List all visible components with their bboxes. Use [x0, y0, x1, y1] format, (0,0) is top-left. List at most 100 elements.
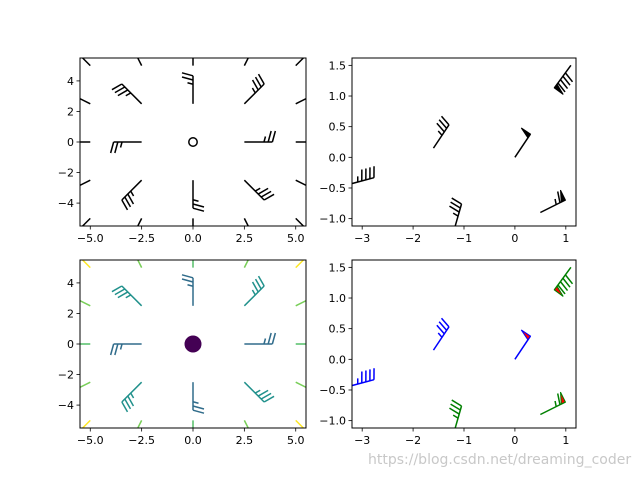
barb-18: [243, 73, 265, 105]
barb-2: [192, 218, 194, 226]
barb-24: [295, 58, 305, 67]
barb-9: [295, 179, 306, 187]
subplot-3: −5.0 −2.5 0.0 2.5 5.0 −4 −2 0 2 4: [58, 259, 307, 447]
x-tick-label: −1: [456, 232, 472, 245]
x-tick-label: −3: [354, 434, 370, 447]
barb-1: [136, 420, 143, 428]
barb-14: [295, 343, 306, 345]
barb-5: [553, 64, 574, 95]
x-tick-label: −5.0: [77, 434, 104, 447]
barb-17: [181, 274, 194, 306]
barb-20: [81, 260, 91, 269]
barb-10: [80, 343, 91, 345]
barb-23: [243, 260, 250, 268]
y-tick-label: 1.0: [329, 292, 347, 305]
barb-2: [449, 399, 463, 428]
y-tick-label: −1.0: [319, 213, 346, 226]
barb-24: [295, 260, 305, 269]
x-tick-label: 2.5: [236, 434, 254, 447]
barb-3: [514, 127, 532, 158]
barb-16: [111, 285, 143, 307]
subplot-1: −5.0 −2.5 0.0 2.5 5.0 −4 −2 0 2 4: [58, 57, 307, 245]
barb-4: [540, 391, 567, 416]
barb-22: [192, 58, 194, 66]
x-tick-label: −5.0: [77, 232, 104, 245]
barb-10: [80, 141, 91, 143]
x-tick-label: −2.5: [128, 434, 155, 447]
y-tick-label: 0: [67, 136, 74, 149]
barb-8: [243, 179, 275, 201]
barb-5: [80, 381, 91, 389]
y-tick-label: −4: [58, 197, 74, 210]
barb-0: [81, 217, 91, 226]
barb-22: [192, 260, 194, 268]
y-tick-label: 0.0: [329, 151, 347, 164]
y-tick-label: −0.5: [319, 384, 346, 397]
barb-0: [352, 368, 375, 387]
plot-area: [352, 64, 574, 226]
barb-12-calm: [188, 137, 198, 147]
barb-4: [295, 419, 305, 428]
y-tick-label: −2: [58, 369, 74, 382]
y-tick-label: 1.0: [329, 90, 347, 103]
barb-1: [136, 218, 143, 226]
y-tick-label: −4: [58, 399, 74, 412]
x-tick-label: 5.0: [287, 434, 305, 447]
x-tick-label: −2.5: [128, 232, 155, 245]
barb-15: [80, 97, 91, 105]
barb-19: [295, 299, 306, 307]
y-tick-label: −1.0: [319, 415, 346, 428]
barb-18: [243, 275, 265, 307]
barb-2: [192, 420, 194, 428]
barb-2: [449, 197, 463, 226]
x-tick-label: 1: [562, 434, 569, 447]
x-tick-label: −3: [354, 232, 370, 245]
barb-11: [109, 343, 142, 356]
barb-3: [514, 329, 532, 360]
barb-9: [295, 381, 306, 389]
axes-frame: [351, 259, 577, 429]
plot-area: [352, 266, 574, 428]
y-tick-label: 2: [67, 105, 74, 118]
barb-20: [81, 58, 91, 67]
y-tick-label: −0.5: [319, 182, 346, 195]
barb-4: [540, 189, 567, 214]
y-tick-label: 1.5: [329, 59, 347, 72]
barb-15: [80, 299, 91, 307]
barb-3: [243, 218, 250, 226]
barb-6: [121, 179, 143, 211]
barb-13: [244, 130, 277, 143]
barb-4: [295, 217, 305, 226]
x-tick-label: −2: [405, 434, 421, 447]
barb-1: [432, 317, 450, 351]
x-tick-label: 0.0: [184, 232, 202, 245]
barb-7: [192, 180, 205, 212]
barb-21: [136, 260, 143, 268]
barb-16: [111, 83, 143, 105]
y-tick-label: 4: [67, 277, 74, 290]
y-tick-label: 0.0: [329, 353, 347, 366]
subplot-2: −3 −2 −1 0 1 −1.0 −0.5 0.0 0.5 1.0 1.5: [319, 57, 577, 245]
barb-3: [243, 420, 250, 428]
barb-1: [432, 115, 450, 149]
y-tick-label: −2: [58, 167, 74, 180]
barb-7: [192, 382, 205, 414]
barb-17: [181, 72, 194, 104]
x-tick-label: −1: [456, 434, 472, 447]
y-tick-label: 0.5: [329, 121, 347, 134]
barb-13: [244, 332, 277, 345]
barb-5: [80, 179, 91, 187]
y-tick-label: 4: [67, 75, 74, 88]
y-tick-label: 0: [67, 338, 74, 351]
x-tick-label: 2.5: [236, 232, 254, 245]
y-tick-label: 2: [67, 307, 74, 320]
barb-8: [243, 381, 275, 403]
x-tick-label: 0: [511, 434, 518, 447]
barb-14: [295, 141, 306, 143]
y-tick-label: 0.5: [329, 323, 347, 336]
y-tick-label: 1.5: [329, 261, 347, 274]
subplot-4: −3 −2 −1 0 1 −1.0 −0.5 0.0 0.5 1.0 1.5: [319, 259, 577, 447]
barb-21: [136, 58, 143, 66]
x-tick-label: 0.0: [184, 434, 202, 447]
